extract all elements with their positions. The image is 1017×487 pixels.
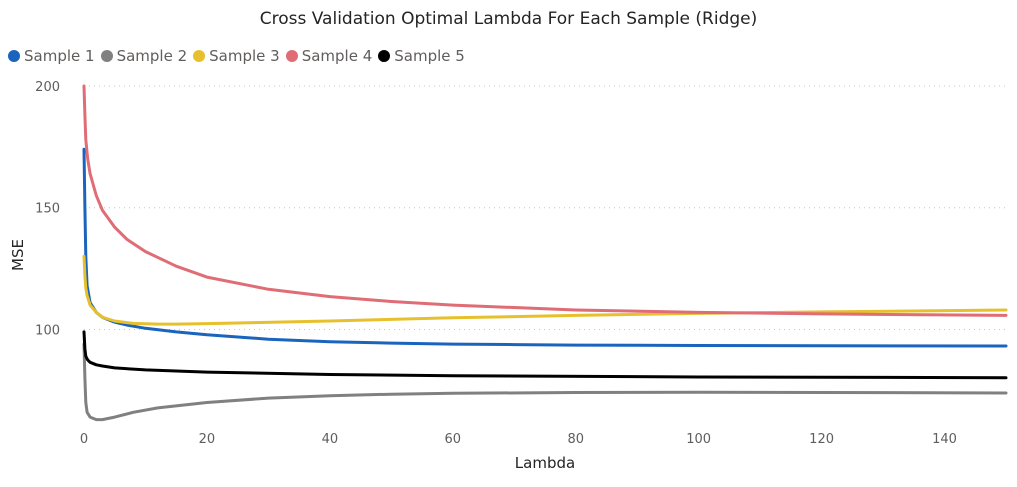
legend-marker — [193, 50, 206, 62]
series-line-sample-4[interactable] — [82, 84, 1008, 317]
x-axis-label: Lambda — [515, 454, 575, 472]
series-line-sample-3[interactable] — [82, 254, 1008, 326]
legend: Sample 1 Sample 2 Sample 3 Sample 4 Samp… — [8, 47, 471, 65]
x-tick-label: 0 — [80, 432, 88, 447]
series-lines — [82, 84, 1008, 422]
legend-label: Sample 4 — [301, 47, 373, 65]
x-tick-label: 120 — [809, 432, 834, 447]
y-tick-label: 200 — [35, 80, 60, 95]
legend-item-sample-2[interactable]: Sample 2 — [100, 47, 188, 65]
y-axis-ticks: 100 150 200 — [35, 80, 60, 338]
gridlines — [84, 85, 1006, 330]
x-tick-label: 100 — [686, 432, 711, 447]
legend-item-sample-3[interactable]: Sample 3 — [193, 47, 280, 65]
legend-item-sample-4[interactable]: Sample 4 — [285, 47, 373, 65]
series-line-sample-2[interactable] — [82, 342, 1008, 422]
x-tick-label: 140 — [932, 432, 957, 447]
y-tick-label: 100 — [35, 323, 60, 338]
legend-marker — [100, 50, 113, 62]
legend-label: Sample 2 — [116, 47, 188, 65]
chart-title: Cross Validation Optimal Lambda For Each… — [259, 9, 758, 29]
y-tick-label: 150 — [35, 202, 60, 217]
legend-marker — [378, 50, 391, 62]
legend-label: Sample 3 — [209, 47, 280, 65]
x-tick-label: 80 — [567, 432, 584, 447]
legend-item-sample-1[interactable]: Sample 1 — [8, 47, 95, 65]
legend-label: Sample 1 — [24, 47, 95, 65]
legend-marker — [285, 50, 298, 62]
x-axis-ticks: 0 20 40 60 80 100 120 140 — [80, 432, 957, 447]
series-line-sample-1[interactable] — [82, 147, 1008, 348]
series-line-sample-5[interactable] — [82, 330, 1008, 380]
x-tick-label: 60 — [445, 432, 462, 447]
legend-item-sample-5[interactable]: Sample 5 — [378, 47, 465, 65]
legend-label: Sample 5 — [394, 47, 465, 65]
y-axis-label: MSE — [9, 239, 27, 271]
x-tick-label: 20 — [199, 432, 216, 447]
legend-marker — [8, 50, 20, 62]
x-tick-label: 40 — [322, 432, 339, 447]
